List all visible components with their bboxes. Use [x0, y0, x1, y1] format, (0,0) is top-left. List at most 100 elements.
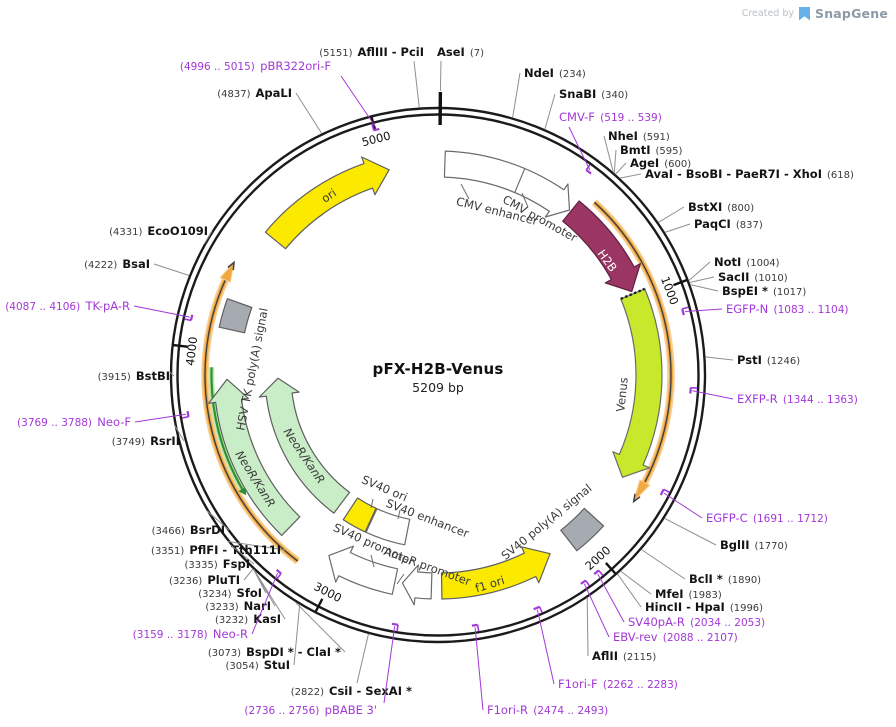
enzyme-leader — [253, 569, 286, 620]
tick-mark-3000 — [314, 598, 324, 613]
enzyme-label: SnaBI (340) — [559, 87, 628, 101]
primer-tick — [659, 488, 665, 496]
enzyme-leader — [230, 545, 255, 565]
enzyme-leader — [169, 371, 175, 377]
primer-label: SV40pA-R (2034 .. 2053) — [628, 615, 765, 629]
primer-leader — [133, 305, 190, 318]
enzyme-label: NdeI (234) — [524, 66, 586, 80]
primer-leader — [383, 626, 396, 704]
tick-label-3000: 3000 — [312, 579, 344, 605]
enzyme-leader — [664, 223, 691, 233]
enzyme-label: BmtI (595) — [620, 143, 683, 157]
primer-tick — [189, 314, 194, 321]
enzyme-label: (3236) PluTI — [169, 573, 240, 587]
primer-tick — [373, 127, 380, 132]
enzyme-label: BglII (1770) — [720, 538, 788, 552]
enzyme-leader — [206, 510, 230, 531]
enzyme-leader — [293, 604, 301, 666]
enzyme-leader — [705, 356, 734, 361]
primer-labels: (4996 .. 5015) pBR322ori-F CMV-F (519 .. … — [5, 59, 858, 717]
primer-label: EXFP-R (1344 .. 1363) — [737, 392, 858, 406]
enzyme-label: (4331) EcoO109I — [109, 224, 208, 238]
enzyme-label: NotI (1004) — [714, 255, 780, 269]
enzyme-leader — [227, 541, 286, 551]
primer-leader — [536, 609, 555, 685]
enzyme-leader — [413, 60, 420, 108]
primer-label: F1ori-R (2474 .. 2493) — [487, 703, 608, 717]
enzyme-label: (3234) SfoI — [198, 586, 262, 600]
enzyme-label: (3054) StuI — [225, 658, 290, 672]
primer-leader — [251, 573, 279, 635]
primer-tick — [186, 410, 190, 417]
enzyme-leader — [615, 162, 627, 175]
enzyme-label: (3749) RsrII — [112, 434, 180, 448]
tick-mark-1000 — [673, 278, 688, 287]
enzyme-label: HincII - HpaI (1996) — [645, 600, 763, 614]
enzyme-leader — [174, 425, 185, 442]
primer-tick — [391, 622, 399, 626]
tick-label-5000: 5000 — [360, 128, 392, 149]
enzyme-leader — [689, 276, 715, 283]
enzyme-leader — [243, 568, 254, 581]
enzyme-leader — [641, 549, 686, 580]
enzyme-leader — [688, 261, 711, 282]
primer-leader — [684, 308, 723, 312]
enzyme-leader — [544, 93, 556, 130]
enzyme-label: (5151) AflIII - PciI — [319, 45, 424, 59]
primer-leader — [663, 492, 703, 519]
primer-label: EGFP-C (1691 .. 1712) — [706, 511, 828, 525]
enzyme-labels: AseI (7)NdeI (234)SnaBI (340)NheI (591)B… — [84, 45, 854, 698]
orf-neo-region — [201, 260, 300, 565]
primer-label: EBV-rev (2088 .. 2107) — [613, 630, 738, 644]
enzyme-label: BstXI (800) — [688, 200, 754, 214]
feature-label-ori: ori — [319, 186, 339, 206]
enzyme-label: (3233) NarI — [205, 599, 271, 613]
primer-tick — [471, 623, 478, 627]
enzyme-leader — [619, 173, 642, 179]
primer-tick — [580, 579, 587, 585]
feature-f1-ori: f1 ori — [440, 546, 551, 600]
enzyme-leader — [356, 633, 369, 684]
primer-label: (3159 .. 3178) Neo-R — [133, 627, 248, 641]
snapgene-brand: Created by SnapGene — [742, 6, 888, 21]
primer-leader — [134, 413, 187, 423]
enzyme-leader — [153, 263, 190, 277]
feature-label-sv40-ori: SV40 ori — [360, 472, 410, 504]
primer-leader — [692, 390, 734, 400]
enzyme-label: AseI (7) — [437, 45, 484, 59]
primer-label: (3769 .. 3788) Neo-F — [17, 415, 131, 429]
primer-label: (2736 .. 2756) pBABE 3' — [244, 703, 377, 717]
enzyme-label: AflII (2115) — [592, 649, 656, 663]
feature-sv40-enhancer: SV40 enhancer — [365, 496, 471, 546]
primer-label: F1ori-F (2262 .. 2283) — [558, 677, 678, 691]
enzyme-label: BspEI * (1017) — [722, 284, 806, 298]
enzyme-label: PaqCI (837) — [694, 217, 763, 231]
enzyme-leader — [658, 206, 685, 223]
feature-sv40-polya-signal: SV40 poly(A) signal — [498, 481, 605, 563]
enzyme-leader — [617, 573, 642, 608]
enzyme-leader — [295, 92, 323, 134]
primer-tick — [585, 169, 592, 175]
snapgene-wordmark: SnapGene — [815, 6, 888, 21]
enzyme-label: MfeI (1983) — [655, 587, 722, 601]
enzyme-label: PstI (1246) — [737, 353, 800, 367]
enzyme-leader — [664, 517, 717, 546]
enzyme-label: (3073) BspDI * - ClaI * — [208, 645, 341, 659]
plasmid-backbone — [169, 106, 707, 644]
enzyme-label: BclI * (1890) — [689, 572, 761, 586]
primer-leader — [474, 627, 484, 711]
primer-label: (4087 .. 4106) TK-pA-R — [5, 299, 130, 313]
enzyme-label: AvaI - BsoBI - PaeR7I - XhoI (618) — [645, 167, 854, 181]
primer-tick — [681, 308, 685, 316]
primer-leader — [340, 75, 377, 128]
enzyme-label: (4222) BsaI — [84, 257, 150, 271]
primer-tick — [275, 568, 282, 575]
orf-marker-green — [208, 367, 247, 496]
primer-leader — [568, 126, 591, 171]
enzyme-leader — [690, 284, 719, 292]
feature-label-venus: Venus — [613, 377, 631, 413]
tick-mark-4000 — [173, 343, 188, 348]
enzyme-label: NheI (591) — [608, 129, 670, 143]
